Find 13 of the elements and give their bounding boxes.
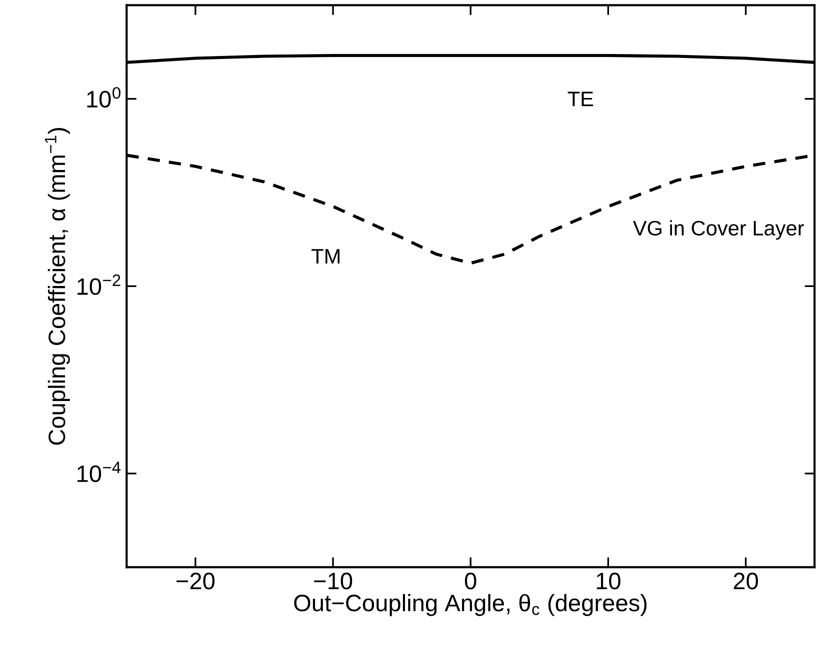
series-label: TE (568, 92, 594, 106)
x-axis-title: Out−Coupling Angle, θ$_{c}$ (degrees) (294, 594, 647, 616)
x-tick-label: 0 (464, 572, 476, 590)
x-tick-label: −10 (314, 572, 352, 590)
x-tick-label: 20 (734, 572, 758, 590)
x-tick-label: 10 (596, 572, 620, 590)
series-label: TM (312, 249, 340, 264)
y-tick-label: 10$^{0}$ (87, 87, 120, 108)
y-tick-label: 10$^{−2}$ (78, 274, 120, 295)
y-axis-title: Coupling Coefficient, α (mm$^{−1}$) (44, 128, 70, 445)
x-tick-label: −20 (176, 572, 215, 590)
y-tick-label: 10$^{−4}$ (78, 462, 121, 482)
annotation: VG in Cover Layer (632, 220, 804, 240)
